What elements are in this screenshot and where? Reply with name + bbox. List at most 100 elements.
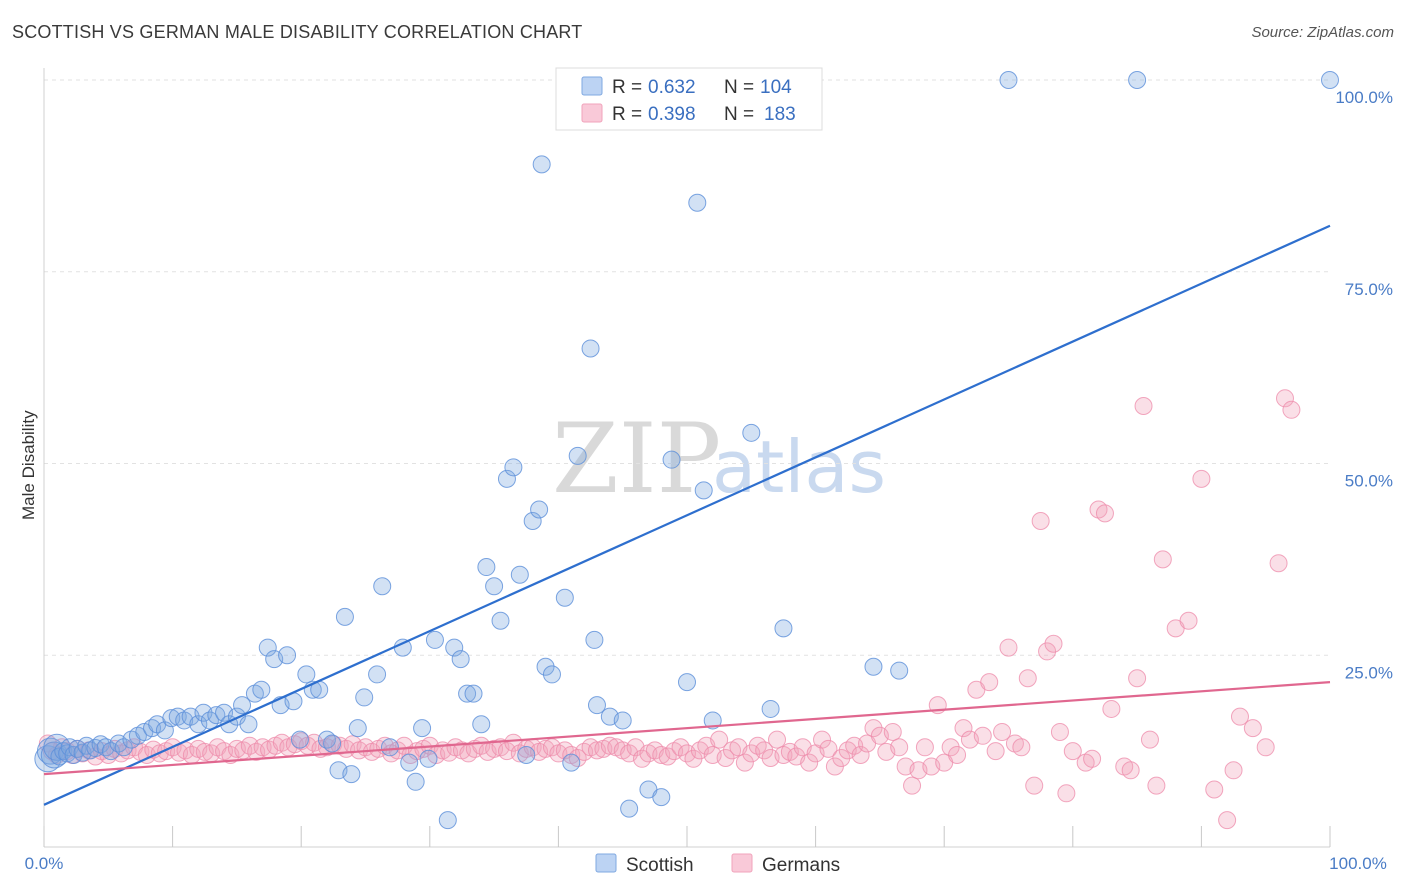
y-tick-label-50: 50.0% [1345,472,1393,491]
germans-point-165 [1095,504,1114,523]
germans-point-157 [1038,642,1057,661]
y-tick-label-25: 25.0% [1345,663,1393,682]
germans-point-123 [819,739,838,758]
scottish-point-66 [445,638,464,657]
scottish-point-70 [472,715,491,734]
germans-point-150 [993,722,1012,741]
scottish-point-106 [999,71,1018,89]
germans-point-175 [1179,611,1198,630]
germans-point-107 [716,749,735,768]
legend-r-value-germans: 0.398 [648,104,696,125]
scottish-point-45 [290,730,309,749]
scottish-point-85 [568,446,587,465]
scottish-point-90 [613,711,632,730]
scottish-point-64 [425,630,444,649]
germans-point-154 [1018,669,1037,688]
germans-point-159 [1050,722,1069,741]
scottish-point-96 [678,673,696,692]
germans-point-134 [890,738,909,757]
scottish-points [34,71,1339,830]
scottish-point-101 [761,699,780,718]
germans-point-113 [755,741,774,760]
scottish-point-104 [864,657,883,676]
scottish-point-69 [464,684,483,703]
scottish-point-39 [252,680,271,699]
germans-point-166 [1102,699,1121,718]
germans-point-144 [954,719,973,738]
scottish-point-87 [585,630,604,649]
germans-point-163 [1083,749,1102,768]
scottish-point-54 [348,719,367,738]
germans-point-143 [948,745,967,764]
scottish-point-63 [419,749,438,768]
legend-r-value-scottish: 0.632 [648,77,696,98]
germans-point-138 [915,738,934,757]
scottish-point-97 [688,193,707,212]
germans-point-153 [1012,738,1031,757]
bottom-legend-label-germans: Germans [762,855,840,876]
scottish-point-57 [373,577,392,596]
germans-point-179 [1224,761,1243,780]
scottish-point-53 [342,765,361,784]
germans-point-112 [748,736,767,755]
bottom-legend-swatch-scottish [595,853,617,873]
scottish-point-75 [504,458,523,477]
germans-point-168 [1121,761,1140,780]
germans-point-160 [1057,784,1076,803]
scottish-point-56 [368,665,387,684]
scottish-point-78 [523,512,542,531]
y-tick-label-100: 100.0% [1335,88,1393,107]
scottish-point-88 [587,696,606,715]
germans-point-120 [800,753,819,772]
scottish-point-81 [536,657,555,676]
scottish-point-74 [497,469,516,488]
germans-point-178 [1218,811,1237,830]
scottish-point-98 [694,481,713,500]
germans-point-172 [1147,776,1166,795]
scottish-point-105 [890,661,909,680]
scottish-point-67 [451,650,470,669]
germans-point-142 [941,738,960,757]
scottish-point-83 [555,588,574,607]
scottish-point-60 [400,753,419,772]
legend-n-label-scottish: N = [724,77,754,98]
legend-n-value-scottish: 104 [760,77,792,98]
germans-point-176 [1192,469,1211,488]
y-axis-label: Male Disability [19,410,38,520]
scottish-point-14 [91,735,110,754]
germans-point-156 [1031,512,1050,531]
scottish-point-91 [620,799,639,818]
germans-point-181 [1243,719,1262,738]
germans-point-185 [1282,400,1301,419]
scottish-point-46 [297,665,316,684]
germans-trend-line [43,680,1331,776]
bottom-legend-label-scottish: Scottish [626,855,694,876]
correlation-legend: R = 0.632 N = 104 R = 0.398 N = 183 [555,67,823,131]
germans-point-106 [710,730,729,749]
scottish-point-77 [517,745,536,764]
germans-point-125 [832,749,851,768]
germans-point-180 [1230,707,1249,726]
legend-r-label-germans: R = [612,104,642,125]
germans-point-184 [1275,389,1294,408]
x-tick-label-max: 100.0% [1329,854,1387,873]
scottish-point-40 [258,638,277,657]
germans-point-149 [986,742,1005,761]
germans-point-110 [735,753,754,772]
germans-point-85 [575,742,594,761]
germans-point-158 [1044,634,1063,653]
scottish-point-86 [581,339,600,358]
y-tick-labels: 25.0% 50.0% 75.0% 100.0% [1335,88,1393,682]
x-tick-label-min: 0.0% [25,854,64,873]
scottish-point-71 [477,558,496,577]
germans-point-130 [864,719,883,738]
scottish-point-68 [458,684,477,703]
scottish-point-37 [239,715,258,734]
scottish-point-84 [562,753,581,772]
watermark-zip: ZIP [552,403,721,515]
germans-point-151 [999,638,1018,657]
scottish-point-107 [1128,71,1147,89]
germans-point-183 [1269,554,1288,573]
scottish-point-62 [413,719,432,738]
